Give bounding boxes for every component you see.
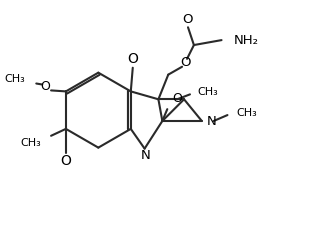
Text: O: O	[182, 13, 192, 26]
Text: CH₃: CH₃	[20, 138, 41, 148]
Text: N: N	[141, 149, 150, 162]
Text: O: O	[60, 154, 71, 168]
Text: CH₃: CH₃	[236, 108, 257, 118]
Text: CH₃: CH₃	[5, 74, 25, 84]
Text: N: N	[207, 115, 217, 128]
Text: O: O	[172, 92, 182, 105]
Text: O: O	[40, 80, 50, 93]
Text: O: O	[127, 52, 138, 66]
Text: CH₃: CH₃	[198, 87, 218, 97]
Text: O: O	[180, 56, 190, 69]
Text: NH₂: NH₂	[233, 33, 258, 47]
